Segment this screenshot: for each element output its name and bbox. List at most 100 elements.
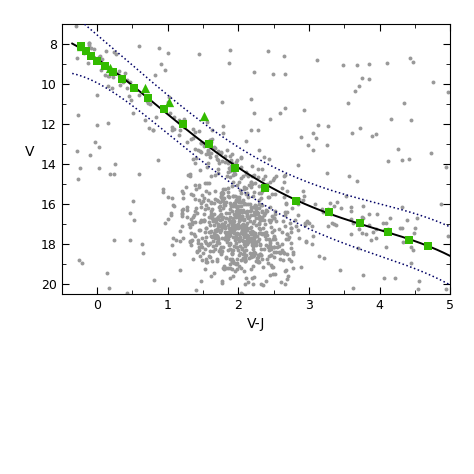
Point [231,221,239,228]
Point [235,262,242,270]
Point [110,237,118,244]
Point [239,196,247,203]
Point [249,239,256,246]
Point [195,127,203,135]
Point [248,274,255,282]
Point [260,211,267,219]
Point [254,173,262,181]
Point [208,212,216,219]
Point [250,234,257,242]
Point [197,241,205,248]
Point [359,203,367,210]
Point [240,201,248,208]
Point [188,236,195,244]
Point [239,220,247,228]
Point [273,243,281,251]
Point [215,237,222,244]
Point [225,164,233,172]
Point [345,172,353,180]
Point [246,224,254,232]
Point [86,53,94,61]
Point [178,210,186,218]
Point [246,201,254,208]
Point [245,214,252,222]
Point [241,226,249,234]
Point [265,155,273,163]
Point [215,197,222,205]
Point [186,223,193,231]
Point [145,99,152,107]
Point [246,217,254,224]
Point [232,212,239,220]
Point [353,177,360,185]
Point [247,237,255,245]
Point [230,210,238,218]
Point [215,227,222,234]
Point [277,278,284,286]
Point [247,253,255,261]
Point [264,231,271,238]
Point [191,232,199,240]
Point [267,243,275,251]
Point [358,213,366,220]
Point [300,187,307,194]
Point [195,196,202,204]
Point [236,212,244,219]
Point [219,243,227,251]
Point [232,214,239,221]
Point [228,150,236,158]
Point [250,109,257,117]
Point [328,219,336,227]
Point [204,149,212,156]
Point [219,277,226,285]
Point [202,234,210,241]
Point [259,282,267,289]
Point [254,255,261,262]
Point [157,60,165,68]
Point [367,236,375,244]
Point [101,72,109,79]
Point [201,112,208,119]
Point [250,237,257,244]
Point [125,92,132,100]
Point [184,206,191,213]
Point [332,221,340,229]
Point [281,211,289,219]
Point [235,224,242,231]
Point [219,247,226,255]
Point [228,258,236,265]
Point [387,229,394,237]
Point [203,258,211,266]
Point [437,201,445,208]
Point [289,264,297,272]
Point [268,228,275,236]
Point [236,217,243,224]
Point [230,229,238,237]
Point [242,280,249,288]
Point [237,256,245,264]
Point [201,194,208,202]
Point [241,183,248,191]
Point [240,227,247,234]
Point [170,113,178,121]
Point [242,256,249,264]
Point [186,171,194,178]
Point [264,259,272,267]
Point [208,138,215,146]
Point [232,202,240,210]
Point [214,234,221,241]
Point [249,228,257,236]
Point [259,213,266,220]
Point [227,261,234,268]
Point [255,166,262,173]
Point [193,248,201,256]
Point [262,173,269,180]
Point [149,127,157,134]
Point [267,223,275,231]
Point [105,72,113,80]
Point [249,219,257,227]
Point [257,201,265,209]
Point [261,154,268,161]
Point [271,207,279,215]
Point [211,195,219,202]
